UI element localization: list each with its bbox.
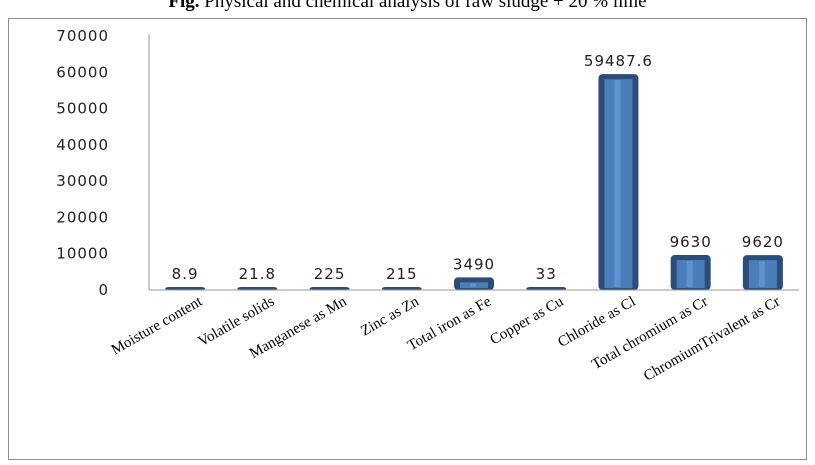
bar-shine: [470, 283, 476, 287]
category-label: Zinc as Zn: [358, 293, 422, 339]
chart-frame: 0 10000 20000 30000 40000 50000 60000 70000 8.9…: [8, 18, 807, 460]
y-tick-label: 0: [98, 281, 109, 299]
bar: [165, 287, 206, 290]
figure-caption: Fig. Physical and chemical analysis of r…: [0, 0, 815, 13]
data-label: 33: [536, 265, 557, 283]
figure-caption-text: Physical and chemical analysis of raw sl…: [204, 0, 647, 12]
data-labels: 8.9 21.8 225 215 3490 33 59487.6 9630 9620: [172, 52, 784, 283]
y-tick-label: 70000: [56, 27, 109, 45]
bar-shine: [614, 80, 621, 287]
y-axis-ticks: 0 10000 20000 30000 40000 50000 60000 70000: [56, 27, 109, 299]
y-tick-label: 60000: [56, 63, 109, 81]
category-label: Moisture content: [109, 293, 206, 358]
data-label: 21.8: [239, 265, 276, 283]
category-label: Total chromium as Cr: [589, 294, 710, 373]
figure-caption-prefix: Fig.: [168, 0, 200, 12]
bar-shine: [758, 261, 765, 287]
data-label: 9630: [670, 233, 712, 251]
y-tick-label: 20000: [56, 208, 109, 226]
bar-chart: 0 10000 20000 30000 40000 50000 60000 70000 8.9…: [56, 27, 799, 385]
y-tick-label: 10000: [56, 245, 109, 263]
data-label: 9620: [742, 233, 784, 251]
y-tick-label: 50000: [56, 100, 109, 118]
data-label: 8.9: [172, 265, 199, 283]
category-label: ChromiumTrivalent as Cr: [641, 294, 783, 385]
category-label: Copper as Cu: [487, 293, 566, 348]
y-tick-label: 30000: [56, 172, 109, 190]
bar: [309, 287, 350, 290]
bar-shine: [686, 261, 693, 287]
data-label: 215: [386, 265, 418, 283]
bar: [381, 287, 422, 290]
data-label: 225: [314, 265, 346, 283]
bar: [237, 287, 278, 290]
data-label: 59487.6: [584, 52, 653, 70]
bar-series: [165, 74, 783, 290]
y-tick-label: 40000: [56, 136, 109, 154]
bar: [526, 287, 567, 290]
data-label: 3490: [453, 255, 495, 273]
